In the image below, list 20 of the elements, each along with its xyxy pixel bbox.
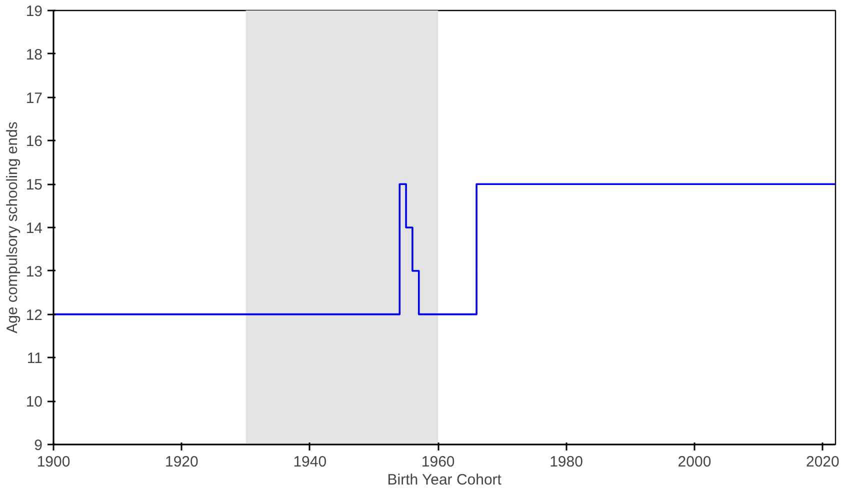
x-tick-label: 1900 — [36, 454, 70, 470]
y-tick-label: 19 — [26, 3, 43, 20]
x-tick-label: 1920 — [165, 454, 198, 470]
x-tick-label: 1940 — [293, 454, 327, 470]
y-tick-label: 9 — [34, 437, 42, 454]
x-tick-label: 2000 — [678, 454, 712, 470]
y-tick-label: 10 — [26, 394, 43, 411]
y-tick-label: 17 — [26, 90, 43, 107]
y-tick-label: 15 — [26, 176, 43, 194]
x-tick-label: 1980 — [550, 454, 583, 470]
y-tick-label: 11 — [26, 350, 43, 368]
x-axis-title: Birth Year Cohort — [387, 472, 502, 488]
y-tick-label: 13 — [26, 263, 43, 280]
x-tick-label: 1960 — [421, 454, 455, 470]
y-tick-label: 14 — [26, 220, 43, 237]
y-tick-label: 18 — [26, 46, 43, 64]
y-tick-label: 16 — [26, 133, 43, 150]
x-tick-label: 2020 — [806, 454, 840, 470]
y-tick-label: 12 — [26, 306, 43, 324]
y-axis-title: Age compulsory schooling ends — [4, 122, 21, 334]
